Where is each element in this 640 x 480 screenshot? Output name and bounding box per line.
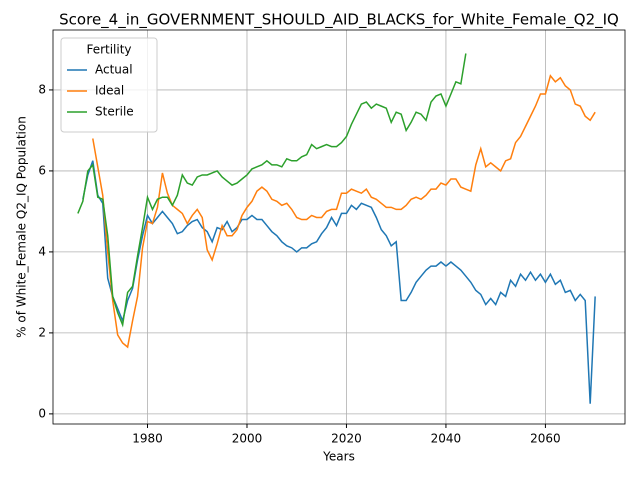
plot-frame [52,29,626,425]
y-tick-label: 2 [38,325,46,339]
y-tick-label: 0 [38,406,46,420]
x-tick-label: 1980 [132,432,163,446]
data-line [77,53,467,328]
y-tick-label: 8 [38,82,46,96]
y-axis-label: % of White_Female Q2_IQ Population [15,116,29,338]
y-tick-label: 4 [38,244,46,258]
x-tick-label: 2020 [331,432,362,446]
x-axis-label: Years [322,450,355,464]
x-tick-label: 2000 [232,432,263,446]
legend-label: Sterile [95,105,134,119]
data-line [82,160,596,404]
legend-title: Fertility [86,43,131,57]
legend-label: Ideal [95,84,124,98]
chart-title: Score_4_in_GOVERNMENT_SHOULD_AID_BLACKS_… [59,11,619,30]
legend-box [60,37,158,133]
x-tick-label: 2060 [530,432,561,446]
x-tick-label: 2040 [431,432,462,446]
y-tick-label: 6 [38,163,46,177]
legend-label: Actual [95,63,133,77]
data-line [92,74,596,349]
